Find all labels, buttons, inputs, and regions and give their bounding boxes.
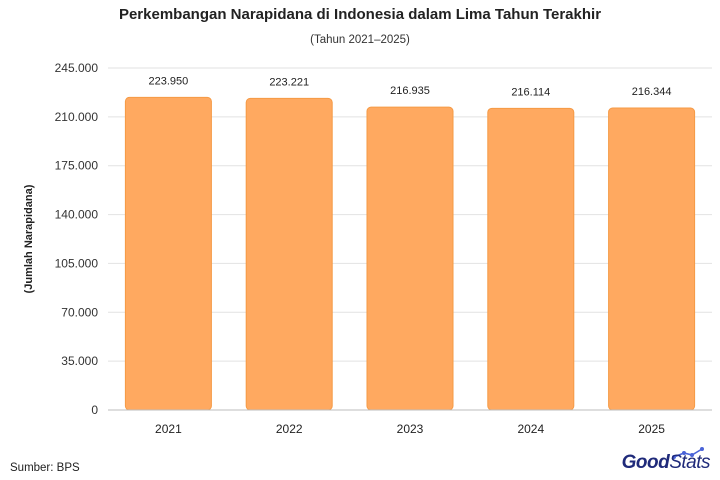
bar-2024 [487,107,575,411]
y-tick-label: 245.000 [55,61,99,75]
y-tick-label: 70.000 [61,305,98,319]
data-label: 216.935 [390,85,430,97]
y-tick-label: 210.000 [55,110,99,124]
y-axis-label: (Jumlah Narapidana) [23,184,35,293]
x-tick-label: 2022 [276,422,303,436]
source-note: Sumber: BPS [10,462,80,474]
x-axis-ticks: 2021 2022 2023 2024 2025 [155,422,665,436]
data-label: 223.221 [269,76,309,88]
x-tick-label: 2025 [638,422,665,436]
brand-logo: GoodStats [621,452,711,474]
bar-2025 [608,107,696,411]
x-tick-label: 2021 [155,422,182,436]
data-label: 216.114 [511,86,550,98]
brand-good: Good [621,452,670,473]
bar-2022 [245,97,333,411]
x-tick-label: 2023 [397,422,424,436]
chart-title: Perkembangan Narapidana di Indonesia dal… [118,6,602,23]
data-label: 216.344 [632,86,672,98]
bar-2021 [124,96,212,411]
brand-stats: Stats [669,452,710,473]
x-tick-label: 2024 [517,422,544,436]
y-tick-label: 35.000 [61,354,98,368]
data-label: 223.950 [149,75,189,87]
y-tick-label: 105.000 [55,256,99,270]
bar-2023 [366,106,454,411]
chart-subtitle: (Tahun 2021–2025) [310,34,410,46]
bars [124,96,696,411]
brand-spark-icon [672,447,704,459]
y-tick-label: 140.000 [55,208,99,222]
y-axis-ticks: 0 35.000 70.000 105.000 140.000 175.000 210.00… [55,61,99,417]
data-labels: 223.950 223.221 216.935 216.114 216.344 [149,75,672,98]
y-tick-label: 0 [91,403,98,417]
y-tick-label: 175.000 [55,159,99,173]
